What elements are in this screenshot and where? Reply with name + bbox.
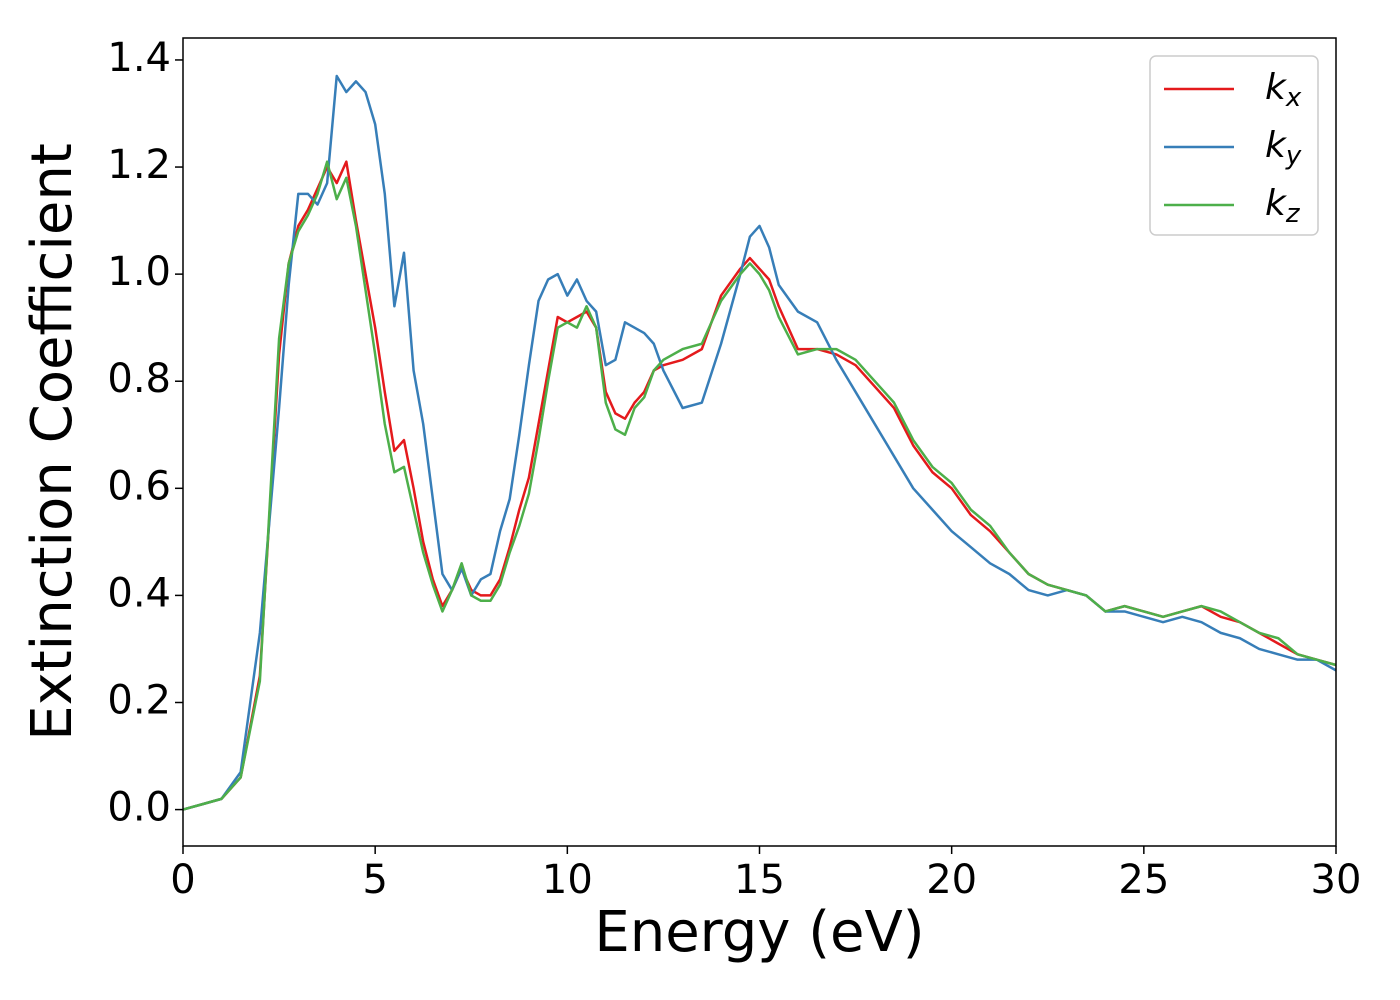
y-tick-label: 0.8 bbox=[107, 356, 171, 402]
legend-label: kx bbox=[1265, 67, 1302, 113]
legend-label: kz bbox=[1265, 183, 1301, 229]
legend-label: ky bbox=[1265, 125, 1302, 171]
y-tick-label: 0.6 bbox=[107, 463, 171, 509]
x-tick-label: 30 bbox=[1311, 857, 1362, 903]
x-axis-label: Energy (eV) bbox=[594, 900, 924, 965]
y-tick-label: 1.2 bbox=[107, 142, 171, 188]
data-line bbox=[182, 160, 1337, 811]
y-tick-label: 0.2 bbox=[107, 677, 171, 723]
plot-frame bbox=[182, 37, 1337, 847]
x-tick-label: 15 bbox=[734, 857, 785, 903]
y-axis-label: Extinction Coefficient bbox=[20, 143, 85, 741]
x-tick-label: 10 bbox=[542, 857, 593, 903]
x-tick-label: 20 bbox=[926, 857, 977, 903]
x-tick-label: 5 bbox=[362, 857, 387, 903]
y-tick-label: 0.4 bbox=[107, 570, 171, 616]
x-tick-label: 0 bbox=[170, 857, 195, 903]
legend: kx ky kz bbox=[1149, 55, 1319, 236]
x-tick-label: 25 bbox=[1118, 857, 1169, 903]
y-tick-label: 1.0 bbox=[107, 249, 171, 295]
legend-box bbox=[1149, 55, 1319, 236]
y-tick-label: 1.4 bbox=[107, 35, 171, 81]
y-tick-label: 0.0 bbox=[107, 785, 171, 831]
